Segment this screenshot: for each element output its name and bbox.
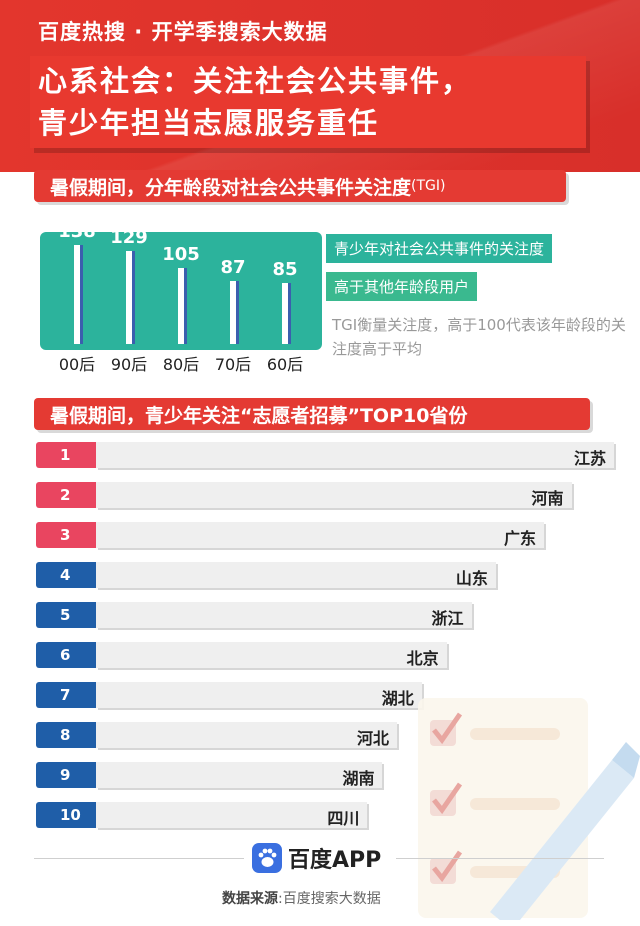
baidu-paw-icon bbox=[252, 843, 282, 873]
province-bar bbox=[96, 722, 397, 748]
province-label: 浙江 bbox=[431, 609, 464, 628]
tgi-bar bbox=[230, 281, 236, 344]
tgi-chart: 138 129 105 87 85 bbox=[40, 221, 322, 350]
headline: 心系社会：关注社会公共事件， 青少年担当志愿服务重任 bbox=[38, 60, 598, 144]
rank-badge: 7 bbox=[36, 682, 96, 708]
tgi-category-label: 90后 bbox=[110, 355, 148, 374]
tgi-value-label: 129 bbox=[110, 227, 148, 249]
section2-title-text: 暑假期间，青少年关注“志愿者招募”TOP10省份 bbox=[50, 404, 468, 427]
tgi-category-label: 80后 bbox=[162, 355, 200, 374]
source-label: 数据来源 bbox=[222, 891, 278, 907]
province-bar bbox=[96, 602, 472, 628]
section2-title: 暑假期间，青少年关注“志愿者招募”TOP10省份 bbox=[34, 398, 590, 430]
rank-badge: 3 bbox=[36, 522, 96, 548]
province-label: 湖南 bbox=[342, 769, 375, 788]
section1-title-text: 暑假期间，分年龄段对社会公共事件关注度 bbox=[50, 176, 412, 199]
tgi-bar bbox=[74, 244, 80, 344]
pen-icon bbox=[490, 742, 640, 920]
tgi-value-label: 105 bbox=[162, 244, 200, 266]
tgi-value-label: 87 bbox=[220, 257, 246, 279]
rank-badge: 9 bbox=[36, 762, 96, 788]
province-bar bbox=[96, 562, 496, 588]
rank-badge: 5 bbox=[36, 602, 96, 628]
tgi-bar bbox=[282, 282, 288, 344]
province-bar bbox=[96, 762, 383, 788]
section1-title-suffix: (TGI) bbox=[411, 178, 446, 194]
tgi-value-label: 138 bbox=[58, 220, 96, 242]
tgi-note: TGI衡量关注度，高于100代表该年龄段的关注度高于平均 bbox=[332, 316, 626, 358]
checklist-illustration bbox=[418, 698, 640, 920]
rank-badge: 8 bbox=[36, 722, 96, 748]
province-bar bbox=[96, 682, 422, 708]
province-label: 广东 bbox=[504, 529, 537, 548]
data-source: 数据来源:百度搜索大数据 bbox=[222, 888, 381, 908]
province-label: 河北 bbox=[356, 729, 389, 748]
province-label: 四川 bbox=[327, 809, 360, 828]
headline-line-1: 心系社会：关注社会公共事件， bbox=[38, 64, 473, 98]
rank-badge: 6 bbox=[36, 642, 96, 668]
tgi-category-label: 00后 bbox=[58, 355, 96, 374]
province-bar bbox=[96, 642, 447, 668]
province-label: 江苏 bbox=[573, 449, 606, 468]
rank-badge: 10 bbox=[36, 802, 96, 828]
province-label: 北京 bbox=[406, 649, 439, 668]
footer-divider-left bbox=[34, 858, 244, 859]
headline-box bbox=[30, 56, 586, 148]
province-bar bbox=[96, 802, 368, 828]
kicker: 百度热搜 · 开学季搜索大数据 bbox=[38, 20, 328, 44]
tgi-bar bbox=[126, 251, 132, 344]
footer-divider-right bbox=[396, 858, 604, 859]
province-label: 河南 bbox=[531, 489, 564, 508]
tgi-bar bbox=[178, 268, 184, 344]
province-label: 湖北 bbox=[381, 689, 414, 708]
tgi-category-label: 70后 bbox=[214, 355, 252, 374]
rank-badge: 4 bbox=[36, 562, 96, 588]
province-bar bbox=[96, 442, 614, 468]
tgi-value-label: 85 bbox=[272, 258, 298, 280]
section1-title: 暑假期间，分年龄段对社会公共事件关注度 (TGI) bbox=[34, 170, 566, 202]
tag-higher: 高于其他年龄段用户 bbox=[326, 272, 478, 301]
province-label: 山东 bbox=[455, 569, 488, 588]
province-bar bbox=[96, 482, 572, 508]
brand: 百度APP bbox=[252, 842, 381, 874]
source-value: :百度搜索大数据 bbox=[278, 891, 381, 907]
rank-badge: 2 bbox=[36, 482, 96, 508]
tgi-category-label: 60后 bbox=[266, 355, 304, 374]
brand-name: 百度APP bbox=[288, 848, 382, 873]
rank-badge: 1 bbox=[36, 442, 96, 468]
headline-line-2: 青少年担当志愿服务重任 bbox=[38, 106, 380, 140]
province-bar bbox=[96, 522, 545, 548]
tag-attention: 青少年对社会公共事件的关注度 bbox=[326, 234, 553, 263]
